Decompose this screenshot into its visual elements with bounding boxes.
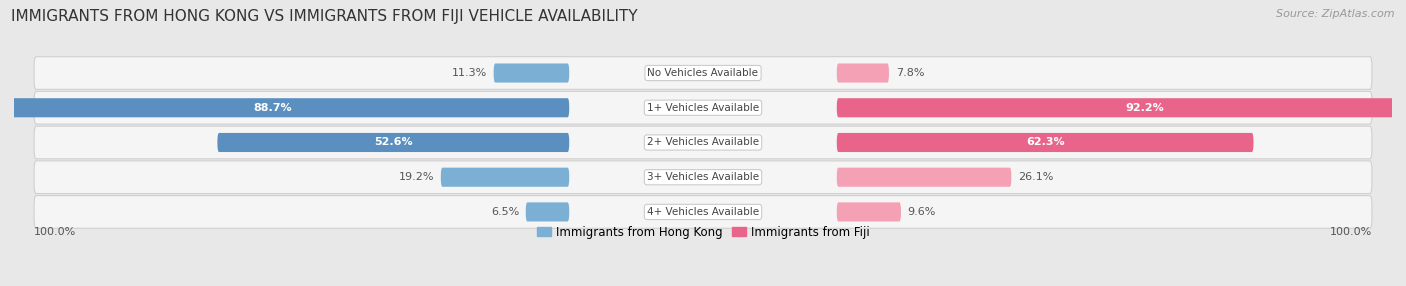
Legend: Immigrants from Hong Kong, Immigrants from Fiji: Immigrants from Hong Kong, Immigrants fr…: [531, 221, 875, 243]
Text: IMMIGRANTS FROM HONG KONG VS IMMIGRANTS FROM FIJI VEHICLE AVAILABILITY: IMMIGRANTS FROM HONG KONG VS IMMIGRANTS …: [11, 9, 638, 23]
FancyBboxPatch shape: [34, 196, 1372, 228]
Text: 3+ Vehicles Available: 3+ Vehicles Available: [647, 172, 759, 182]
Text: 52.6%: 52.6%: [374, 138, 412, 148]
Text: No Vehicles Available: No Vehicles Available: [648, 68, 758, 78]
FancyBboxPatch shape: [837, 168, 1011, 187]
Text: 92.2%: 92.2%: [1126, 103, 1164, 113]
Text: 100.0%: 100.0%: [1330, 227, 1372, 237]
Text: 11.3%: 11.3%: [451, 68, 486, 78]
FancyBboxPatch shape: [837, 202, 901, 221]
Text: 7.8%: 7.8%: [896, 68, 924, 78]
FancyBboxPatch shape: [34, 92, 1372, 124]
FancyBboxPatch shape: [837, 98, 1406, 117]
FancyBboxPatch shape: [837, 63, 889, 83]
FancyBboxPatch shape: [837, 133, 1254, 152]
FancyBboxPatch shape: [494, 63, 569, 83]
Text: 2+ Vehicles Available: 2+ Vehicles Available: [647, 138, 759, 148]
FancyBboxPatch shape: [218, 133, 569, 152]
Text: 26.1%: 26.1%: [1018, 172, 1053, 182]
FancyBboxPatch shape: [526, 202, 569, 221]
Text: 88.7%: 88.7%: [253, 103, 292, 113]
Text: 6.5%: 6.5%: [491, 207, 519, 217]
FancyBboxPatch shape: [34, 161, 1372, 194]
Text: 4+ Vehicles Available: 4+ Vehicles Available: [647, 207, 759, 217]
FancyBboxPatch shape: [441, 168, 569, 187]
FancyBboxPatch shape: [0, 98, 569, 117]
FancyBboxPatch shape: [34, 126, 1372, 159]
Text: 100.0%: 100.0%: [34, 227, 76, 237]
Text: Source: ZipAtlas.com: Source: ZipAtlas.com: [1277, 9, 1395, 19]
Text: 9.6%: 9.6%: [908, 207, 936, 217]
Text: 62.3%: 62.3%: [1026, 138, 1064, 148]
Text: 1+ Vehicles Available: 1+ Vehicles Available: [647, 103, 759, 113]
FancyBboxPatch shape: [34, 57, 1372, 89]
Text: 19.2%: 19.2%: [399, 172, 434, 182]
